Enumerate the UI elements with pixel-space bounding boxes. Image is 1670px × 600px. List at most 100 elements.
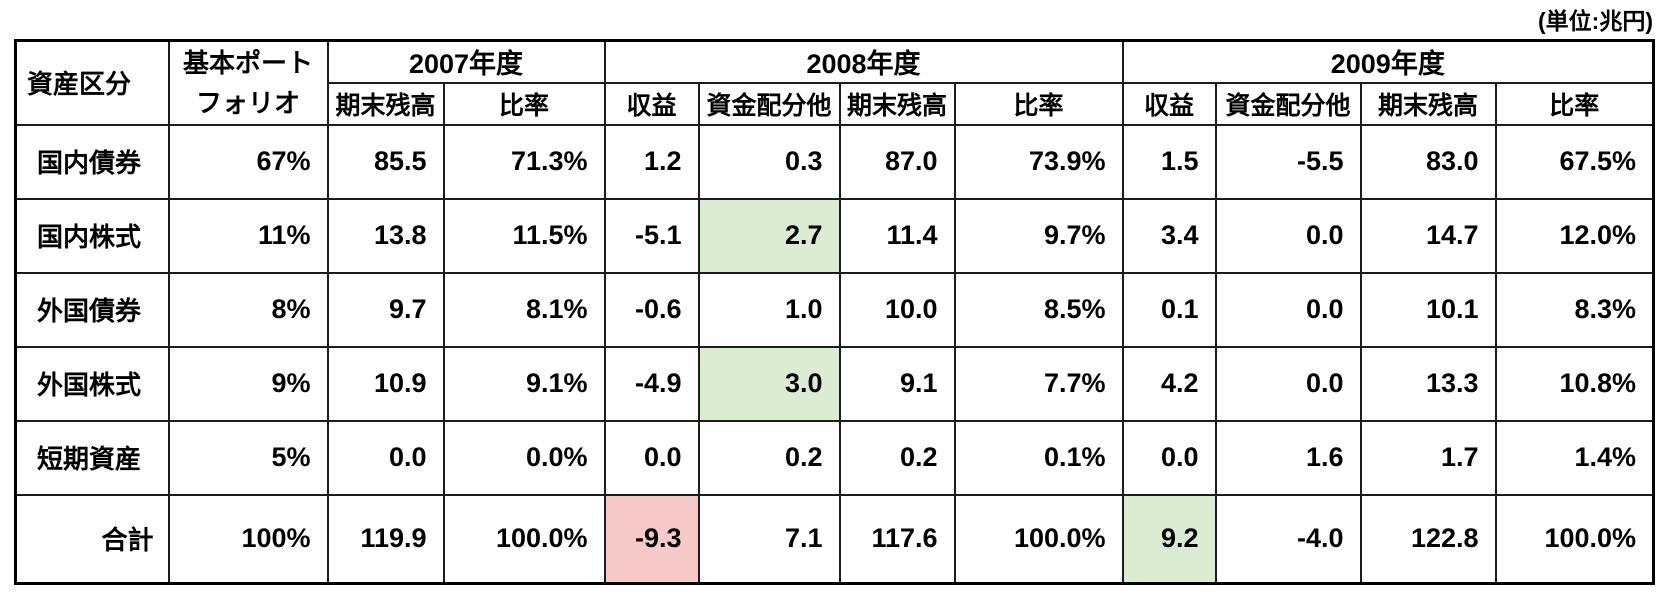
year-header-row: 資産区分 基本ポート フォリオ 2007年度 2008年度 2009年度: [14, 39, 1655, 126]
row-domestic-bonds: 国内債券 67% 85.5 71.3% 1.2 0.3 87.0 73.9% 1…: [14, 123, 1655, 200]
basic-portfolio-line2: フォリオ: [195, 87, 300, 118]
row-foreign-bonds: 外国債券 8% 9.7 8.1% -0.6 1.0 10.0 8.5% 0.1 …: [14, 271, 1655, 348]
table-cell: 9.7: [326, 271, 445, 348]
subheader-2007-balance: 期末残高: [326, 81, 445, 126]
table-cell: 1.7: [1359, 419, 1497, 496]
table-cell: 67.5%: [1494, 123, 1655, 200]
table-cell: -5.1: [603, 197, 700, 274]
table-cell: 0.1%: [953, 419, 1124, 496]
table-cell: 8.1%: [442, 271, 606, 348]
table-cell: 7.7%: [953, 345, 1124, 422]
subheader-2009-balance: 期末残高: [1359, 81, 1497, 126]
table-cell: 13.3: [1359, 345, 1497, 422]
table-cell: 9.1%: [442, 345, 606, 422]
row-label: 外国株式: [14, 345, 170, 422]
subheader-2009-ratio: 比率: [1494, 81, 1655, 126]
table-cell: 1.6: [1214, 419, 1362, 496]
page: (単位:兆円) 資産区分 基本ポート フォリオ 2007年度 2008年度 20…: [14, 8, 1656, 585]
table-cell: 9.1: [838, 345, 956, 422]
row-label: 合計: [14, 493, 170, 585]
subheader-2008-ratio: 比率: [953, 81, 1124, 126]
table-cell: 0.2: [697, 419, 841, 496]
table-cell: 73.9%: [953, 123, 1124, 200]
table-cell: 0.1: [1121, 271, 1217, 348]
subheader-2008-balance: 期末残高: [838, 81, 956, 126]
table-cell: 10.9: [326, 345, 445, 422]
table-body: 国内債券 67% 85.5 71.3% 1.2 0.3 87.0 73.9% 1…: [14, 123, 1655, 585]
table-cell: 71.3%: [442, 123, 606, 200]
table-cell: 9.2: [1121, 493, 1217, 585]
table-cell: -9.3: [603, 493, 700, 585]
subheader-2009-allocation: 資金配分他: [1214, 81, 1362, 126]
table-cell: -4.9: [603, 345, 700, 422]
table-header: 資産区分 基本ポート フォリオ 2007年度 2008年度 2009年度 期末残…: [14, 39, 1655, 126]
table-cell: 10.8%: [1494, 345, 1655, 422]
table-cell: 0.0: [326, 419, 445, 496]
table-cell: 0.0: [1121, 419, 1217, 496]
table-cell: -0.6: [603, 271, 700, 348]
row-total: 合計 100% 119.9 100.0% -9.3 7.1 117.6 100.…: [14, 493, 1655, 585]
table-cell: 9%: [167, 345, 329, 422]
table-cell: 10.1: [1359, 271, 1497, 348]
row-label: 国内債券: [14, 123, 170, 200]
table-cell: 1.5: [1121, 123, 1217, 200]
table-cell: 13.8: [326, 197, 445, 274]
table-cell: 8%: [167, 271, 329, 348]
table-cell: 1.4%: [1494, 419, 1655, 496]
row-label: 短期資産: [14, 419, 170, 496]
table-cell: 100.0%: [953, 493, 1124, 585]
table-cell: 3.0: [697, 345, 841, 422]
table-cell: 4.2: [1121, 345, 1217, 422]
table-cell: 100%: [167, 493, 329, 585]
table-cell: 3.4: [1121, 197, 1217, 274]
row-short-term-assets: 短期資産 5% 0.0 0.0% 0.0 0.2 0.2 0.1% 0.0 1.…: [14, 419, 1655, 496]
table-cell: 0.0: [1214, 271, 1362, 348]
table-cell: 11.4: [838, 197, 956, 274]
table-cell: 0.2: [838, 419, 956, 496]
asset-allocation-table: 資産区分 基本ポート フォリオ 2007年度 2008年度 2009年度 期末残…: [14, 39, 1656, 585]
table-cell: 0.3: [697, 123, 841, 200]
row-foreign-stocks: 外国株式 9% 10.9 9.1% -4.9 3.0 9.1 7.7% 4.2 …: [14, 345, 1655, 422]
table-cell: 122.8: [1359, 493, 1497, 585]
unit-label: (単位:兆円): [1538, 8, 1653, 34]
table-cell: 0.0: [603, 419, 700, 496]
subheader-2008-income: 収益: [603, 81, 700, 126]
subheader-row: 期末残高 比率 収益 資金配分他 期末残高 比率 収益 資金配分他 期末残高 比…: [16, 81, 1655, 126]
year-2007-header: 2007年度: [326, 39, 606, 84]
table-cell: 67%: [167, 123, 329, 200]
year-2008-header: 2008年度: [603, 39, 1124, 84]
table-cell: 14.7: [1359, 197, 1497, 274]
row-domestic-stocks: 国内株式 11% 13.8 11.5% -5.1 2.7 11.4 9.7% 3…: [14, 197, 1655, 274]
table-cell: 87.0: [838, 123, 956, 200]
table-cell: 7.1: [697, 493, 841, 585]
table-cell: 119.9: [326, 493, 445, 585]
table-cell: 85.5: [326, 123, 445, 200]
table-cell: 8.5%: [953, 271, 1124, 348]
table-cell: 0.0: [1214, 197, 1362, 274]
table-cell: 5%: [167, 419, 329, 496]
table-cell: 1.0: [697, 271, 841, 348]
table-cell: 9.7%: [953, 197, 1124, 274]
basic-portfolio-line1: 基本ポート: [182, 47, 313, 78]
table-cell: -5.5: [1214, 123, 1362, 200]
subheader-2009-income: 収益: [1121, 81, 1217, 126]
row-label: 外国債券: [14, 271, 170, 348]
table-cell: 83.0: [1359, 123, 1497, 200]
table-cell: 10.0: [838, 271, 956, 348]
year-2009-header: 2009年度: [1121, 39, 1655, 84]
table-cell: 11%: [167, 197, 329, 274]
table-cell: 0.0: [1214, 345, 1362, 422]
table-cell: 100.0%: [442, 493, 606, 585]
table-cell: 1.2: [603, 123, 700, 200]
asset-category-header: 資産区分: [14, 39, 170, 126]
table-cell: -4.0: [1214, 493, 1362, 585]
subheader-2007-ratio: 比率: [442, 81, 606, 126]
subheader-2008-allocation: 資金配分他: [697, 81, 841, 126]
table-cell: 100.0%: [1494, 493, 1655, 585]
table-cell: 2.7: [697, 197, 841, 274]
basic-portfolio-header: 基本ポート フォリオ: [167, 39, 329, 126]
table-cell: 12.0%: [1494, 197, 1655, 274]
table-cell: 11.5%: [442, 197, 606, 274]
table-cell: 117.6: [838, 493, 956, 585]
table-cell: 8.3%: [1494, 271, 1655, 348]
